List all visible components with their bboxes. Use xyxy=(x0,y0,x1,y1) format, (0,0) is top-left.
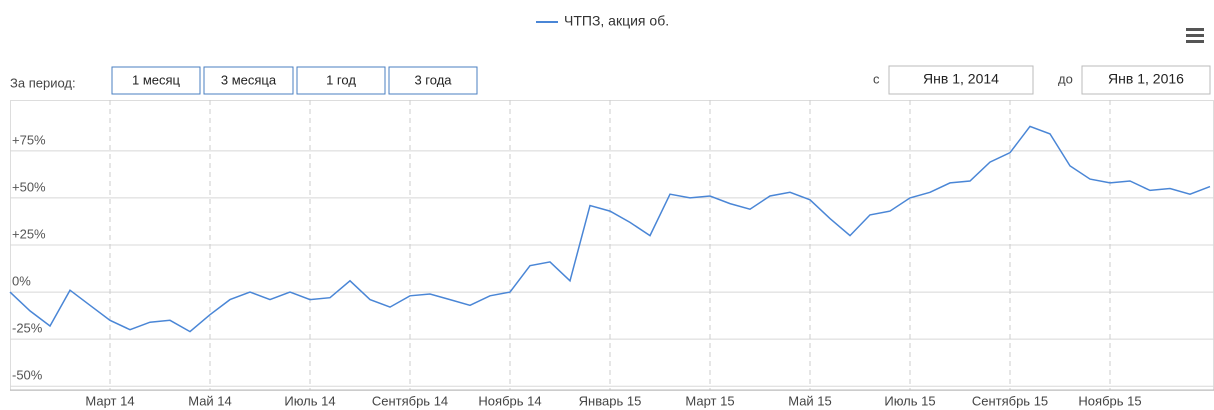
x-tick-label: Сентябрь 15 xyxy=(972,393,1048,408)
range-button[interactable]: 3 года xyxy=(388,66,478,95)
button-box xyxy=(388,66,478,95)
button-label: 3 года xyxy=(414,72,452,87)
menu-bar xyxy=(1186,28,1204,31)
button-box xyxy=(203,66,294,95)
x-tick-label: Июль 15 xyxy=(884,393,935,408)
menu-bar xyxy=(1186,40,1204,43)
from-date: Янв 1, 2014 xyxy=(923,71,999,87)
x-tick-label: Март 14 xyxy=(85,393,134,408)
x-tick-label: Ноябрь 14 xyxy=(478,393,541,408)
x-tick-label: Январь 15 xyxy=(579,393,642,408)
range-label: За период: xyxy=(10,75,76,90)
x-tick-label: Июль 14 xyxy=(284,393,335,408)
y-tick-label: +75% xyxy=(12,132,46,147)
input-box xyxy=(1081,65,1211,95)
button-box xyxy=(296,66,386,95)
y-tick-label: +50% xyxy=(12,179,46,194)
series-line xyxy=(9,125,1211,333)
from-label: с xyxy=(873,71,880,86)
menu-icon[interactable] xyxy=(1186,28,1204,43)
from-input[interactable]: Янв 1, 2014 xyxy=(888,65,1034,95)
y-tick-label: -50% xyxy=(12,368,43,383)
button-label: 1 месяц xyxy=(132,72,181,87)
to-date: Янв 1, 2016 xyxy=(1108,71,1184,87)
button-label: 3 месяца xyxy=(221,72,277,87)
button-label: 1 год xyxy=(326,72,356,87)
input-box xyxy=(888,65,1034,95)
x-tick-label: Май 15 xyxy=(788,393,832,408)
legend-label: ЧТПЗ, акция об. xyxy=(564,13,669,29)
y-tick-label: +25% xyxy=(12,226,46,241)
x-tick-label: Сентябрь 14 xyxy=(372,393,448,408)
range-button[interactable]: 3 месяца xyxy=(203,66,294,95)
y-tick-label: -25% xyxy=(12,321,43,336)
y-tick-label: 0% xyxy=(12,274,31,289)
button-box xyxy=(111,66,201,95)
range-button[interactable]: 1 год xyxy=(296,66,386,95)
to-input[interactable]: Янв 1, 2016 xyxy=(1081,65,1211,95)
x-tick-label: Ноябрь 15 xyxy=(1078,393,1141,408)
x-tick-label: Март 15 xyxy=(685,393,734,408)
x-tick-label: Май 14 xyxy=(188,393,232,408)
menu-bar xyxy=(1186,34,1204,37)
to-label: до xyxy=(1058,71,1073,86)
range-button[interactable]: 1 месяц xyxy=(111,66,201,95)
